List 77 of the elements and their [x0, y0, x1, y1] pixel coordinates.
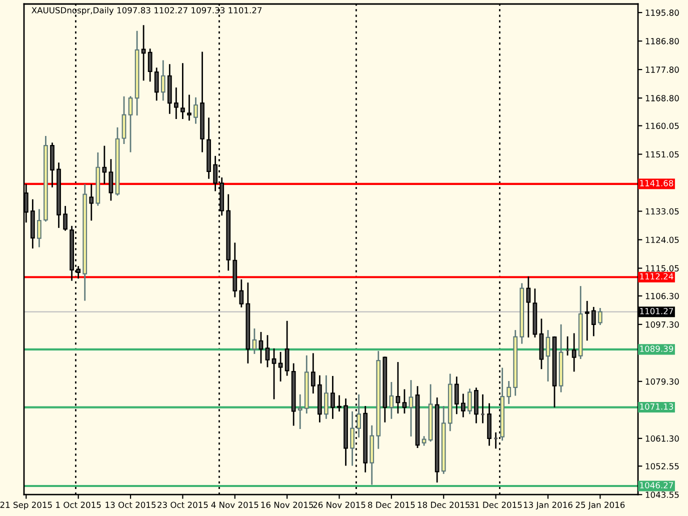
ref-line-label: 1101.27	[640, 308, 673, 314]
candlestick	[89, 184, 94, 221]
candlestick	[258, 332, 264, 364]
candlestick	[506, 381, 512, 404]
candlestick	[546, 330, 550, 382]
ref-line-label: 1089.39	[640, 346, 674, 352]
candlestick	[108, 159, 114, 201]
candlestick	[102, 146, 107, 184]
candlestick	[187, 94, 192, 121]
x-tick-label: 18 Dec 2015	[418, 502, 470, 508]
candlestick	[337, 395, 342, 412]
candlestick	[239, 279, 244, 308]
x-tick-label: 25 Jan 2016	[576, 502, 625, 510]
ref-line-label: 1071.13	[640, 403, 674, 410]
candlestick	[584, 300, 590, 341]
y-tick-label: 1168.80	[646, 95, 679, 102]
y-tick-label: 1151.05	[646, 151, 679, 158]
y-tick-label: 1177.80	[646, 66, 679, 73]
candlestick	[526, 276, 531, 338]
y-tick-label: 1115.05	[646, 265, 679, 272]
candlestick	[194, 97, 198, 124]
x-tick-label: 13 Jan 2016	[524, 502, 572, 510]
y-tick-label: 1052.55	[646, 463, 679, 470]
candlestick	[298, 394, 302, 429]
ref-line-label: 1046.27	[640, 482, 673, 488]
candlestick	[396, 362, 400, 414]
candlestick	[37, 209, 42, 248]
candlestick	[454, 376, 459, 414]
candlestick	[272, 348, 276, 400]
candlestick	[324, 375, 328, 419]
candlestick	[402, 389, 407, 414]
candlestick	[330, 376, 335, 419]
candlestick	[148, 48, 152, 82]
candlestick	[265, 335, 270, 368]
x-tick-label: 21 Sep 2015	[0, 502, 52, 510]
y-tick-label: 1186.80	[646, 38, 679, 44]
x-tick-label: 31 Dec 2015	[470, 502, 522, 508]
candlestick	[174, 88, 178, 119]
candlestick	[461, 394, 466, 418]
y-tick-label: 1043.55	[646, 492, 679, 498]
candlestick	[284, 320, 290, 376]
x-tick-label: 8 Dec 2015	[368, 502, 415, 508]
ref-line-label: 1112.24	[640, 273, 674, 280]
candlestick	[154, 68, 159, 101]
candlestick	[310, 353, 316, 394]
x-tick-label: 1 Oct 2015	[56, 502, 101, 508]
y-tick-label: 1097.30	[646, 321, 679, 328]
x-tick-label: 13 Oct 2015	[106, 502, 156, 508]
candlestick	[474, 388, 478, 424]
candlestick	[252, 328, 257, 354]
y-tick-label: 1133.05	[646, 208, 679, 215]
y-tick-label: 1106.30	[646, 292, 679, 300]
ref-line-label: 1141.68	[640, 180, 674, 186]
candlestick	[122, 96, 126, 144]
candlestick	[350, 411, 354, 466]
candlestick	[180, 63, 185, 119]
candlestick	[598, 308, 602, 326]
x-tick-label: 23 Oct 2015	[158, 502, 208, 508]
y-tick-label: 1124.05	[646, 236, 679, 244]
y-tick-label: 1195.80	[646, 10, 679, 16]
candlestick	[591, 306, 596, 336]
candlestick	[128, 96, 133, 152]
candlestick	[356, 394, 362, 438]
candlestick	[141, 25, 146, 81]
x-tick-label: 4 Nov 2015	[211, 502, 258, 508]
y-tick-label: 1061.30	[646, 435, 679, 442]
candlestick	[572, 333, 576, 372]
candlestick	[160, 60, 166, 101]
x-tick-label: 16 Nov 2015	[261, 502, 314, 508]
candlestick	[63, 206, 68, 231]
candlestick	[468, 388, 472, 414]
x-tick-label: 26 Nov 2015	[313, 502, 366, 508]
y-tick-label: 1079.30	[646, 378, 679, 385]
candlestick	[389, 382, 394, 419]
y-tick-label: 1160.05	[646, 122, 679, 130]
candlestick	[408, 380, 414, 437]
chart-title: XAUUSDnospr,Daily 1097.83 1102.27 1097.33 1101.27	[32, 6, 262, 16]
